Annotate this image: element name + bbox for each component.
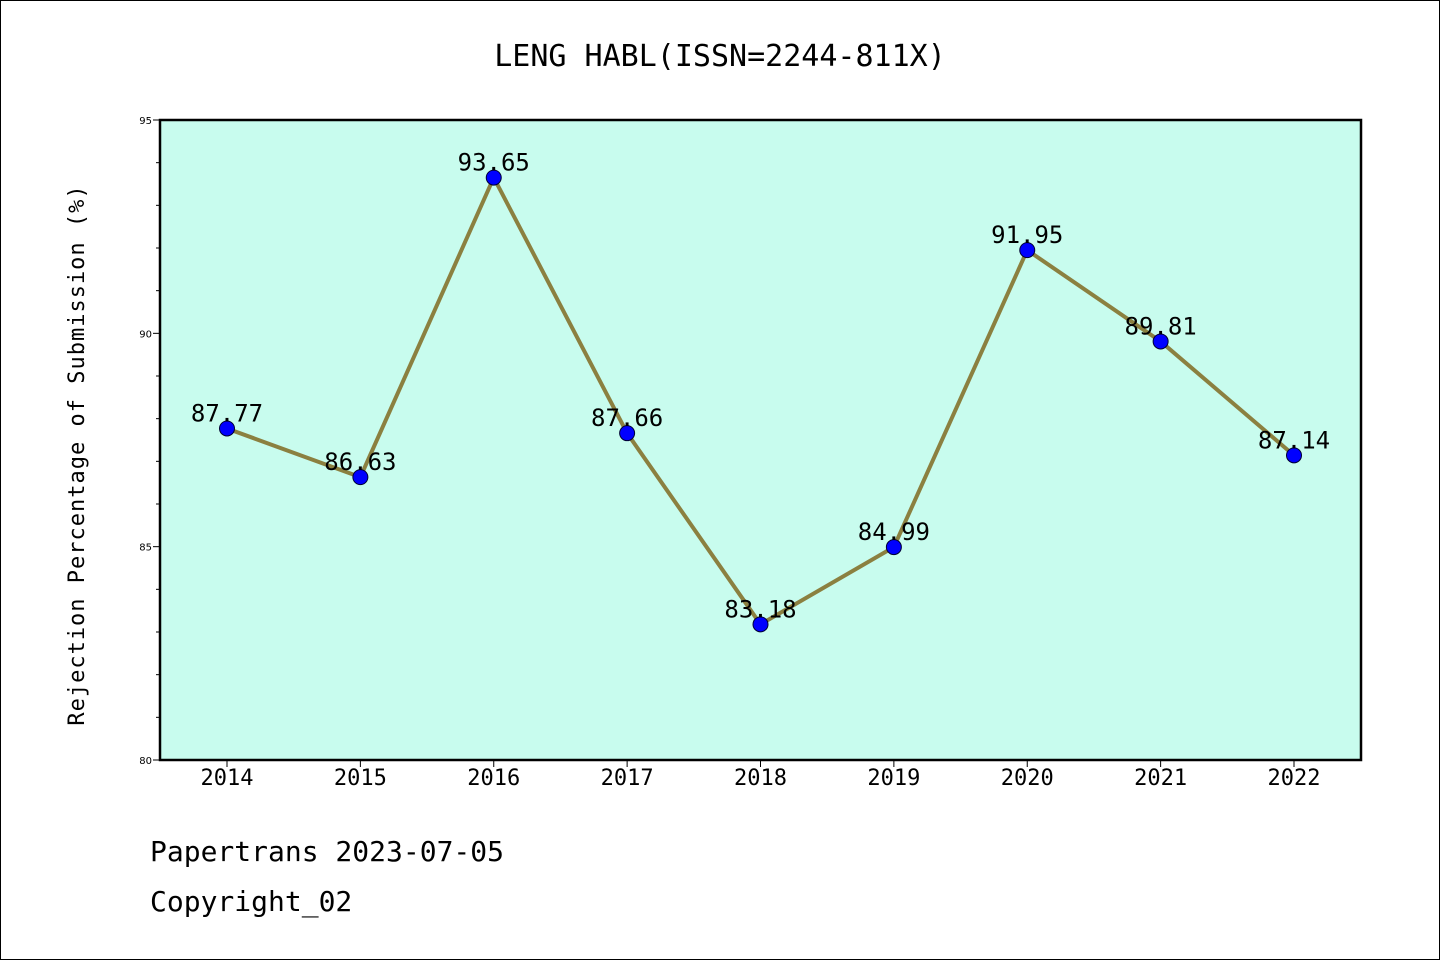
data-label: 87.66 xyxy=(591,404,663,432)
y-axis-label: Rejection Percentage of Submission (%) xyxy=(65,184,90,725)
data-point-marker xyxy=(1019,242,1036,259)
x-tick-label: 2021 xyxy=(1134,766,1187,791)
data-label: 83.18 xyxy=(724,595,796,623)
markers-group xyxy=(219,169,1302,633)
data-point-marker xyxy=(485,169,502,186)
data-label: 93.65 xyxy=(458,149,530,177)
footer-date: Papertrans 2023-07-05 xyxy=(150,835,505,868)
data-labels-group: 87.77 86.63 93.65 87.66 83.18 84.99 91.95 89.81… xyxy=(191,149,1330,624)
x-tick-label: 2020 xyxy=(1001,766,1054,791)
data-label: 87.14 xyxy=(1258,426,1330,454)
y-tick-label: 90 xyxy=(139,329,152,340)
y-tick-label: 85 xyxy=(139,543,152,554)
data-label: 87.77 xyxy=(191,399,263,427)
x-tick-label: 2015 xyxy=(334,766,387,791)
x-tick-label: 2016 xyxy=(467,766,520,791)
chart-title: LENG HABL(ISSN=2244-811X) xyxy=(494,39,946,74)
data-point-marker xyxy=(352,469,369,486)
data-point-marker xyxy=(219,420,235,437)
x-tick-label: 2022 xyxy=(1268,766,1321,791)
data-point-marker xyxy=(1152,333,1169,350)
footer-copyright: Copyright_02 xyxy=(150,885,353,918)
x-tick-label: 2017 xyxy=(601,766,654,791)
data-point-marker xyxy=(885,539,902,556)
plot-area xyxy=(158,118,1363,762)
x-tick-label: 2014 xyxy=(201,766,254,791)
y-tick-label: 80 xyxy=(139,756,152,767)
data-label: 89.81 xyxy=(1125,312,1197,340)
data-point-marker xyxy=(752,616,769,633)
data-point-marker xyxy=(619,425,636,442)
axis-ticks: 80 85 90 95 2014 2015 2016 2017 2018 2019 2020 2021… xyxy=(139,116,1320,791)
data-label: 84.99 xyxy=(858,518,930,546)
x-tick-label: 2018 xyxy=(734,766,787,791)
data-label: 86.63 xyxy=(324,448,396,476)
data-label: 91.95 xyxy=(991,221,1063,249)
x-tick-label: 2019 xyxy=(867,766,920,791)
y-tick-label: 95 xyxy=(139,116,152,127)
data-point-marker xyxy=(1286,447,1302,464)
